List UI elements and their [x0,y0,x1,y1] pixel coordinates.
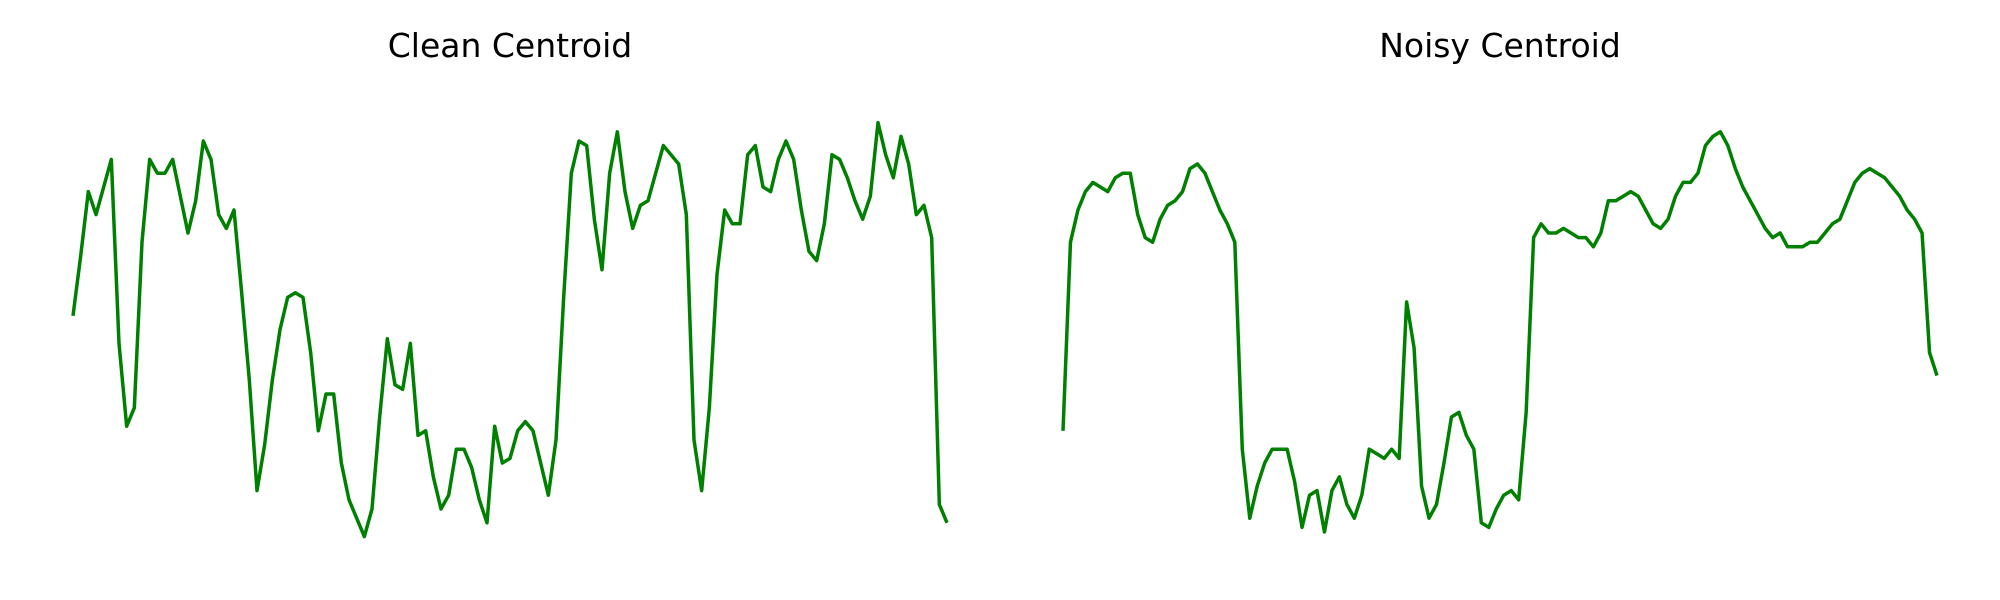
right-chart-series-line [1061,130,1939,534]
left-chart-series-line [71,120,949,539]
right-chart: Noisy Centroid [1061,26,1939,534]
right-chart-title: Noisy Centroid [1379,26,1621,65]
left-chart-title: Clean Centroid [388,26,633,65]
left-chart: Clean Centroid [71,26,949,539]
